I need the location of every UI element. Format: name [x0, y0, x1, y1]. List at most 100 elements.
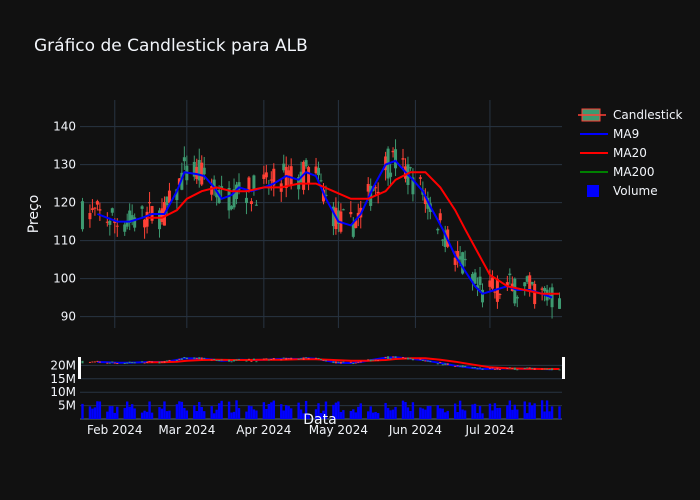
volume-bar [339, 411, 343, 419]
candle-body [252, 175, 256, 192]
volume-bar [429, 405, 432, 419]
slider-candle [250, 360, 253, 362]
candle-body [458, 256, 462, 260]
slider-candle [203, 357, 206, 359]
volume-bar [148, 401, 151, 419]
slider-candle [454, 365, 457, 367]
volume-bar [252, 409, 256, 419]
slider-candle [374, 359, 377, 361]
slider-candle [151, 361, 154, 363]
candle-body [284, 166, 288, 189]
volume-bar [183, 408, 186, 419]
slider-candle [513, 367, 516, 370]
volume-bar [111, 406, 114, 419]
slider-candle [287, 358, 290, 360]
x-axis-title: Data [303, 412, 336, 428]
slider-candle [474, 367, 477, 369]
slider-candle [476, 368, 479, 370]
volume-bar [317, 403, 320, 419]
volume-bar [359, 403, 362, 419]
axes: 90 100 110 120 130 140 Feb 2024 Mar 2024 Apr 202… [50, 120, 514, 437]
slider-candle [210, 359, 213, 361]
candle-body [366, 183, 370, 192]
candle-body [220, 186, 224, 189]
volume-bar [245, 411, 248, 419]
slider-candle [459, 365, 462, 367]
candle-body [321, 189, 325, 202]
candle-body [125, 220, 129, 227]
candle-body [513, 278, 517, 304]
slider-candle [533, 368, 536, 370]
candle-body [165, 196, 169, 206]
volume-bar [342, 410, 345, 419]
slider-candle [352, 362, 355, 365]
volume-bar [391, 409, 395, 419]
slider-candle [128, 361, 131, 363]
slider-candle [508, 367, 511, 369]
candle-body [331, 206, 335, 227]
candle-body [314, 166, 318, 174]
slider-candle [558, 369, 561, 371]
range-slider-preview[interactable] [78, 356, 565, 379]
volume-bar [128, 406, 131, 419]
slider-candle [300, 358, 303, 360]
volume-tick-label: 10M [50, 385, 76, 399]
legend-item-ma20[interactable]: MA20 [580, 146, 647, 160]
candle-body [215, 189, 219, 198]
volume-bar [88, 406, 92, 419]
candle-body [336, 210, 340, 224]
chart-title: Gráfico de Candlestick para ALB [34, 36, 308, 56]
candle-body [488, 280, 492, 287]
volume-bar [163, 401, 166, 419]
volume-bar [471, 404, 474, 419]
volume-bar [473, 403, 477, 419]
volume-bar [528, 402, 531, 419]
volume-bar [265, 408, 268, 419]
volume-bar [130, 404, 134, 419]
volume-bar [530, 405, 534, 419]
candle-body [476, 285, 480, 289]
slider-candle [394, 356, 397, 358]
legend[interactable]: Candlestick MA9 MA20 MA200 Volume [578, 108, 683, 198]
legend-item-ma200[interactable]: MA200 [580, 165, 654, 179]
ma9-line [97, 159, 553, 299]
volume-bar [289, 408, 293, 419]
candle-body [123, 224, 127, 232]
candle-body [493, 291, 497, 293]
volume-bar [203, 411, 206, 419]
legend-label: MA200 [613, 165, 654, 179]
candle-body [525, 276, 529, 282]
volume-bar [145, 411, 149, 419]
volume-bar [106, 411, 109, 419]
slider-candle [178, 358, 181, 360]
candle-body [438, 213, 442, 221]
candle-body [478, 276, 482, 285]
slider-ma20-line [147, 357, 560, 370]
volume-bar [108, 406, 112, 419]
date-tick-label: Apr 2024 [236, 423, 291, 437]
range-slider-right-handle[interactable] [562, 357, 565, 379]
legend-item-candle[interactable]: Candlestick [578, 108, 683, 122]
volume-bar [461, 409, 464, 419]
volume-bar [439, 408, 442, 419]
volume-bar [230, 412, 233, 419]
candle-body [394, 149, 398, 169]
candle-body [408, 167, 412, 169]
slider-candle [439, 361, 442, 363]
legend-volume-swatch [587, 185, 599, 197]
candle-body [498, 294, 502, 296]
candle-body [461, 252, 465, 274]
candle-body [140, 206, 144, 209]
volume-bar [217, 403, 221, 419]
candle-body [88, 213, 92, 220]
legend-item-ma9[interactable]: MA9 [580, 127, 639, 141]
legend-item-volume[interactable]: Volume [587, 184, 658, 198]
price-tick-label: 90 [61, 310, 76, 324]
slider-candle [143, 362, 146, 364]
slider-candle [359, 361, 362, 363]
volume-bar [140, 412, 144, 419]
volume-bar [367, 411, 370, 419]
slider-candle [245, 360, 248, 362]
range-slider-left-handle[interactable] [78, 357, 81, 379]
slider-candle [481, 368, 484, 370]
